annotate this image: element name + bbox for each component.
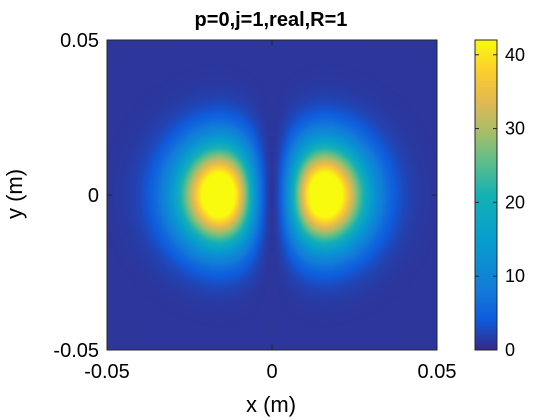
y-tick-label: 0 <box>88 185 99 207</box>
x-tick-label: 0.05 <box>418 361 457 383</box>
colorbar-tick-label: 10 <box>505 266 525 286</box>
y-tick-label: -0.05 <box>53 340 99 362</box>
y-axis-label: y (m) <box>2 169 27 219</box>
colorbar-frame <box>474 39 498 351</box>
colorbar-tick-label: 30 <box>505 119 525 139</box>
colorbar-ticks: 0 10 20 30 40 <box>475 45 525 360</box>
chart-title: p=0,j=1,real,R=1 <box>195 9 348 31</box>
colorbar-tick-label: 40 <box>505 45 525 65</box>
x-axis-ticks: -0.05 0 0.05 <box>84 40 456 383</box>
y-axis-ticks: 0.05 0 -0.05 <box>53 30 437 362</box>
colorbar-tick-label: 0 <box>505 340 515 360</box>
x-tick-label: 0 <box>266 361 277 383</box>
heatmap-image <box>107 40 437 350</box>
colorbar: 0 10 20 30 40 <box>474 39 525 360</box>
colorbar-gradient <box>475 40 497 350</box>
x-axis-label: x (m) <box>246 392 296 417</box>
y-tick-label: 0.05 <box>60 30 99 52</box>
x-tick-label: -0.05 <box>84 361 130 383</box>
colorbar-tick-label: 20 <box>505 192 525 212</box>
plot-area <box>107 40 437 350</box>
